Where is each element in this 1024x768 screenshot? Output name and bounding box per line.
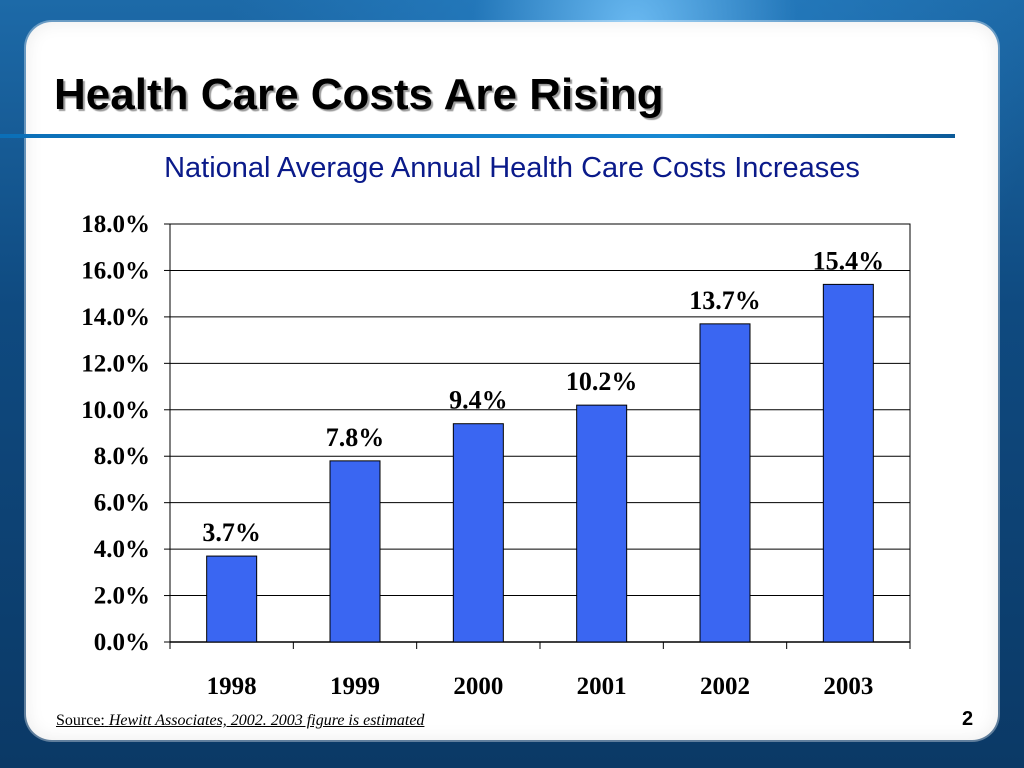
bar <box>452 423 504 643</box>
y-tick-label: 16.0% <box>81 257 150 284</box>
title-underline-rule <box>0 134 955 138</box>
data-label: 13.7% <box>689 286 761 315</box>
y-tick-label: 12.0% <box>81 350 150 377</box>
y-tick-label: 10.0% <box>81 397 150 424</box>
x-tick-label: 2000 <box>453 673 503 700</box>
x-tick-label: 2002 <box>700 673 750 700</box>
y-tick-label: 6.0% <box>94 490 150 517</box>
y-tick-label: 0.0% <box>94 629 150 656</box>
x-tick-label: 1999 <box>330 673 380 700</box>
data-label: 3.7% <box>202 518 261 547</box>
y-tick-label: 14.0% <box>81 304 150 331</box>
data-label: 15.4% <box>813 246 885 275</box>
data-label: 10.2% <box>566 367 638 396</box>
bar <box>206 555 258 643</box>
bar <box>699 323 751 643</box>
data-label: 7.8% <box>326 423 385 452</box>
y-tick-label: 8.0% <box>94 443 150 470</box>
y-tick-label: 4.0% <box>94 536 150 563</box>
plot-area <box>169 223 911 643</box>
x-tick-label: 1998 <box>207 673 257 700</box>
source-text: Hewitt Associates, 2002. 2003 figure is … <box>108 712 425 729</box>
x-tick-label: 2001 <box>577 673 627 700</box>
data-label: 9.4% <box>449 386 508 415</box>
x-tick-label: 2003 <box>823 673 873 700</box>
y-tick-label: 18.0% <box>81 211 150 238</box>
bar <box>576 404 628 643</box>
source-label: Source: <box>56 712 105 729</box>
bar <box>822 283 874 643</box>
bar <box>329 460 381 643</box>
y-tick-label: 2.0% <box>94 583 150 610</box>
page-number: 2 <box>962 708 974 730</box>
slide-title: Health Care Costs Are Rising <box>54 70 664 119</box>
chart-title: National Average Annual Health Care Cost… <box>164 152 860 184</box>
source-note: Source: Hewitt Associates, 2002. 2003 fi… <box>56 712 424 730</box>
